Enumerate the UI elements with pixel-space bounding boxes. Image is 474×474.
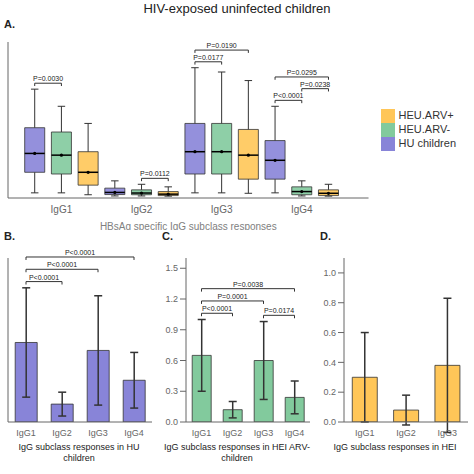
svg-text:P=0.0001: P=0.0001 [217, 293, 247, 300]
html-text:HEU.ARV-: HEU.ARV- [398, 123, 451, 135]
svg-text:IgG1: IgG1 [16, 428, 36, 438]
html-text:HU children: HU children [398, 137, 456, 149]
svg-text:IgG1: IgG1 [355, 428, 375, 438]
svg-text:HBsAg specific IgG subclass re: HBsAg specific IgG subclass responses [100, 221, 277, 230]
svg-text:IgG3: IgG3 [211, 204, 233, 215]
svg-text:IgG2: IgG2 [52, 428, 72, 438]
svg-text:0.3: 0.3 [165, 386, 178, 396]
svg-text:P<0.0001: P<0.0001 [202, 305, 232, 312]
html-text:HEU.ARV+: HEU.ARV+ [398, 108, 454, 121]
svg-text:0.9: 0.9 [165, 325, 178, 335]
svg-text:IgG1: IgG1 [192, 428, 212, 438]
svg-text:IgG3: IgG3 [88, 428, 108, 438]
svg-text:IgG1: IgG1 [51, 204, 73, 215]
svg-text:1.2: 1.2 [165, 294, 178, 304]
svg-text:1.0: 1.0 [323, 268, 336, 278]
html-text:HIV-exposed uninfected childre: HIV-exposed uninfected children [143, 1, 331, 16]
svg-text:IgG4: IgG4 [124, 428, 144, 438]
svg-text:P=0.0112: P=0.0112 [140, 170, 170, 177]
html-text:C.: C. [162, 230, 173, 242]
html-text:IgG subclass responses in HU c: IgG subclass responses in HU children [18, 442, 140, 463]
svg-text:0.6: 0.6 [323, 328, 336, 338]
svg-text:IgG4: IgG4 [285, 428, 305, 438]
svg-text:0.0: 0.0 [165, 417, 178, 427]
svg-text:0.2: 0.2 [323, 387, 336, 397]
svg-text:0.0: 0.0 [323, 417, 336, 427]
svg-text:IgG3: IgG3 [438, 428, 458, 438]
svg-text:IgG3: IgG3 [254, 428, 274, 438]
svg-text:P=0.0030: P=0.0030 [33, 75, 63, 82]
svg-text:P<0.0001: P<0.0001 [273, 92, 303, 99]
html-text:D.: D. [320, 230, 331, 242]
svg-text:P=0.0238: P=0.0238 [300, 81, 330, 88]
svg-text:0.6: 0.6 [165, 356, 178, 366]
svg-text:1.5: 1.5 [165, 263, 178, 273]
html-text:IgG subclass responses in HEI: IgG subclass responses in HEI ARV- child… [164, 442, 310, 463]
svg-text:P=0.0174: P=0.0174 [264, 307, 294, 314]
svg-text:0.8: 0.8 [323, 298, 336, 308]
svg-text:0.4: 0.4 [323, 358, 336, 368]
svg-text:IgG2: IgG2 [223, 428, 243, 438]
html-text:IgG subclass responses in HEI: IgG subclass responses in HEI [333, 442, 457, 452]
svg-text:IgG4: IgG4 [291, 204, 313, 215]
svg-text:IgG2: IgG2 [396, 428, 416, 438]
svg-text:P=0.0190: P=0.0190 [207, 42, 237, 49]
svg-text:P=0.0177: P=0.0177 [193, 54, 223, 61]
svg-text:P<0.0001: P<0.0001 [29, 274, 59, 281]
svg-text:P<0.0001: P<0.0001 [65, 249, 95, 256]
svg-text:P=0.0038: P=0.0038 [233, 281, 263, 288]
svg-text:P<0.0001: P<0.0001 [47, 261, 77, 268]
svg-text:IgG2: IgG2 [131, 204, 153, 215]
html-text:A.: A. [4, 18, 15, 30]
svg-text:P=0.0295: P=0.0295 [287, 69, 317, 76]
html-text:B.: B. [4, 230, 15, 242]
